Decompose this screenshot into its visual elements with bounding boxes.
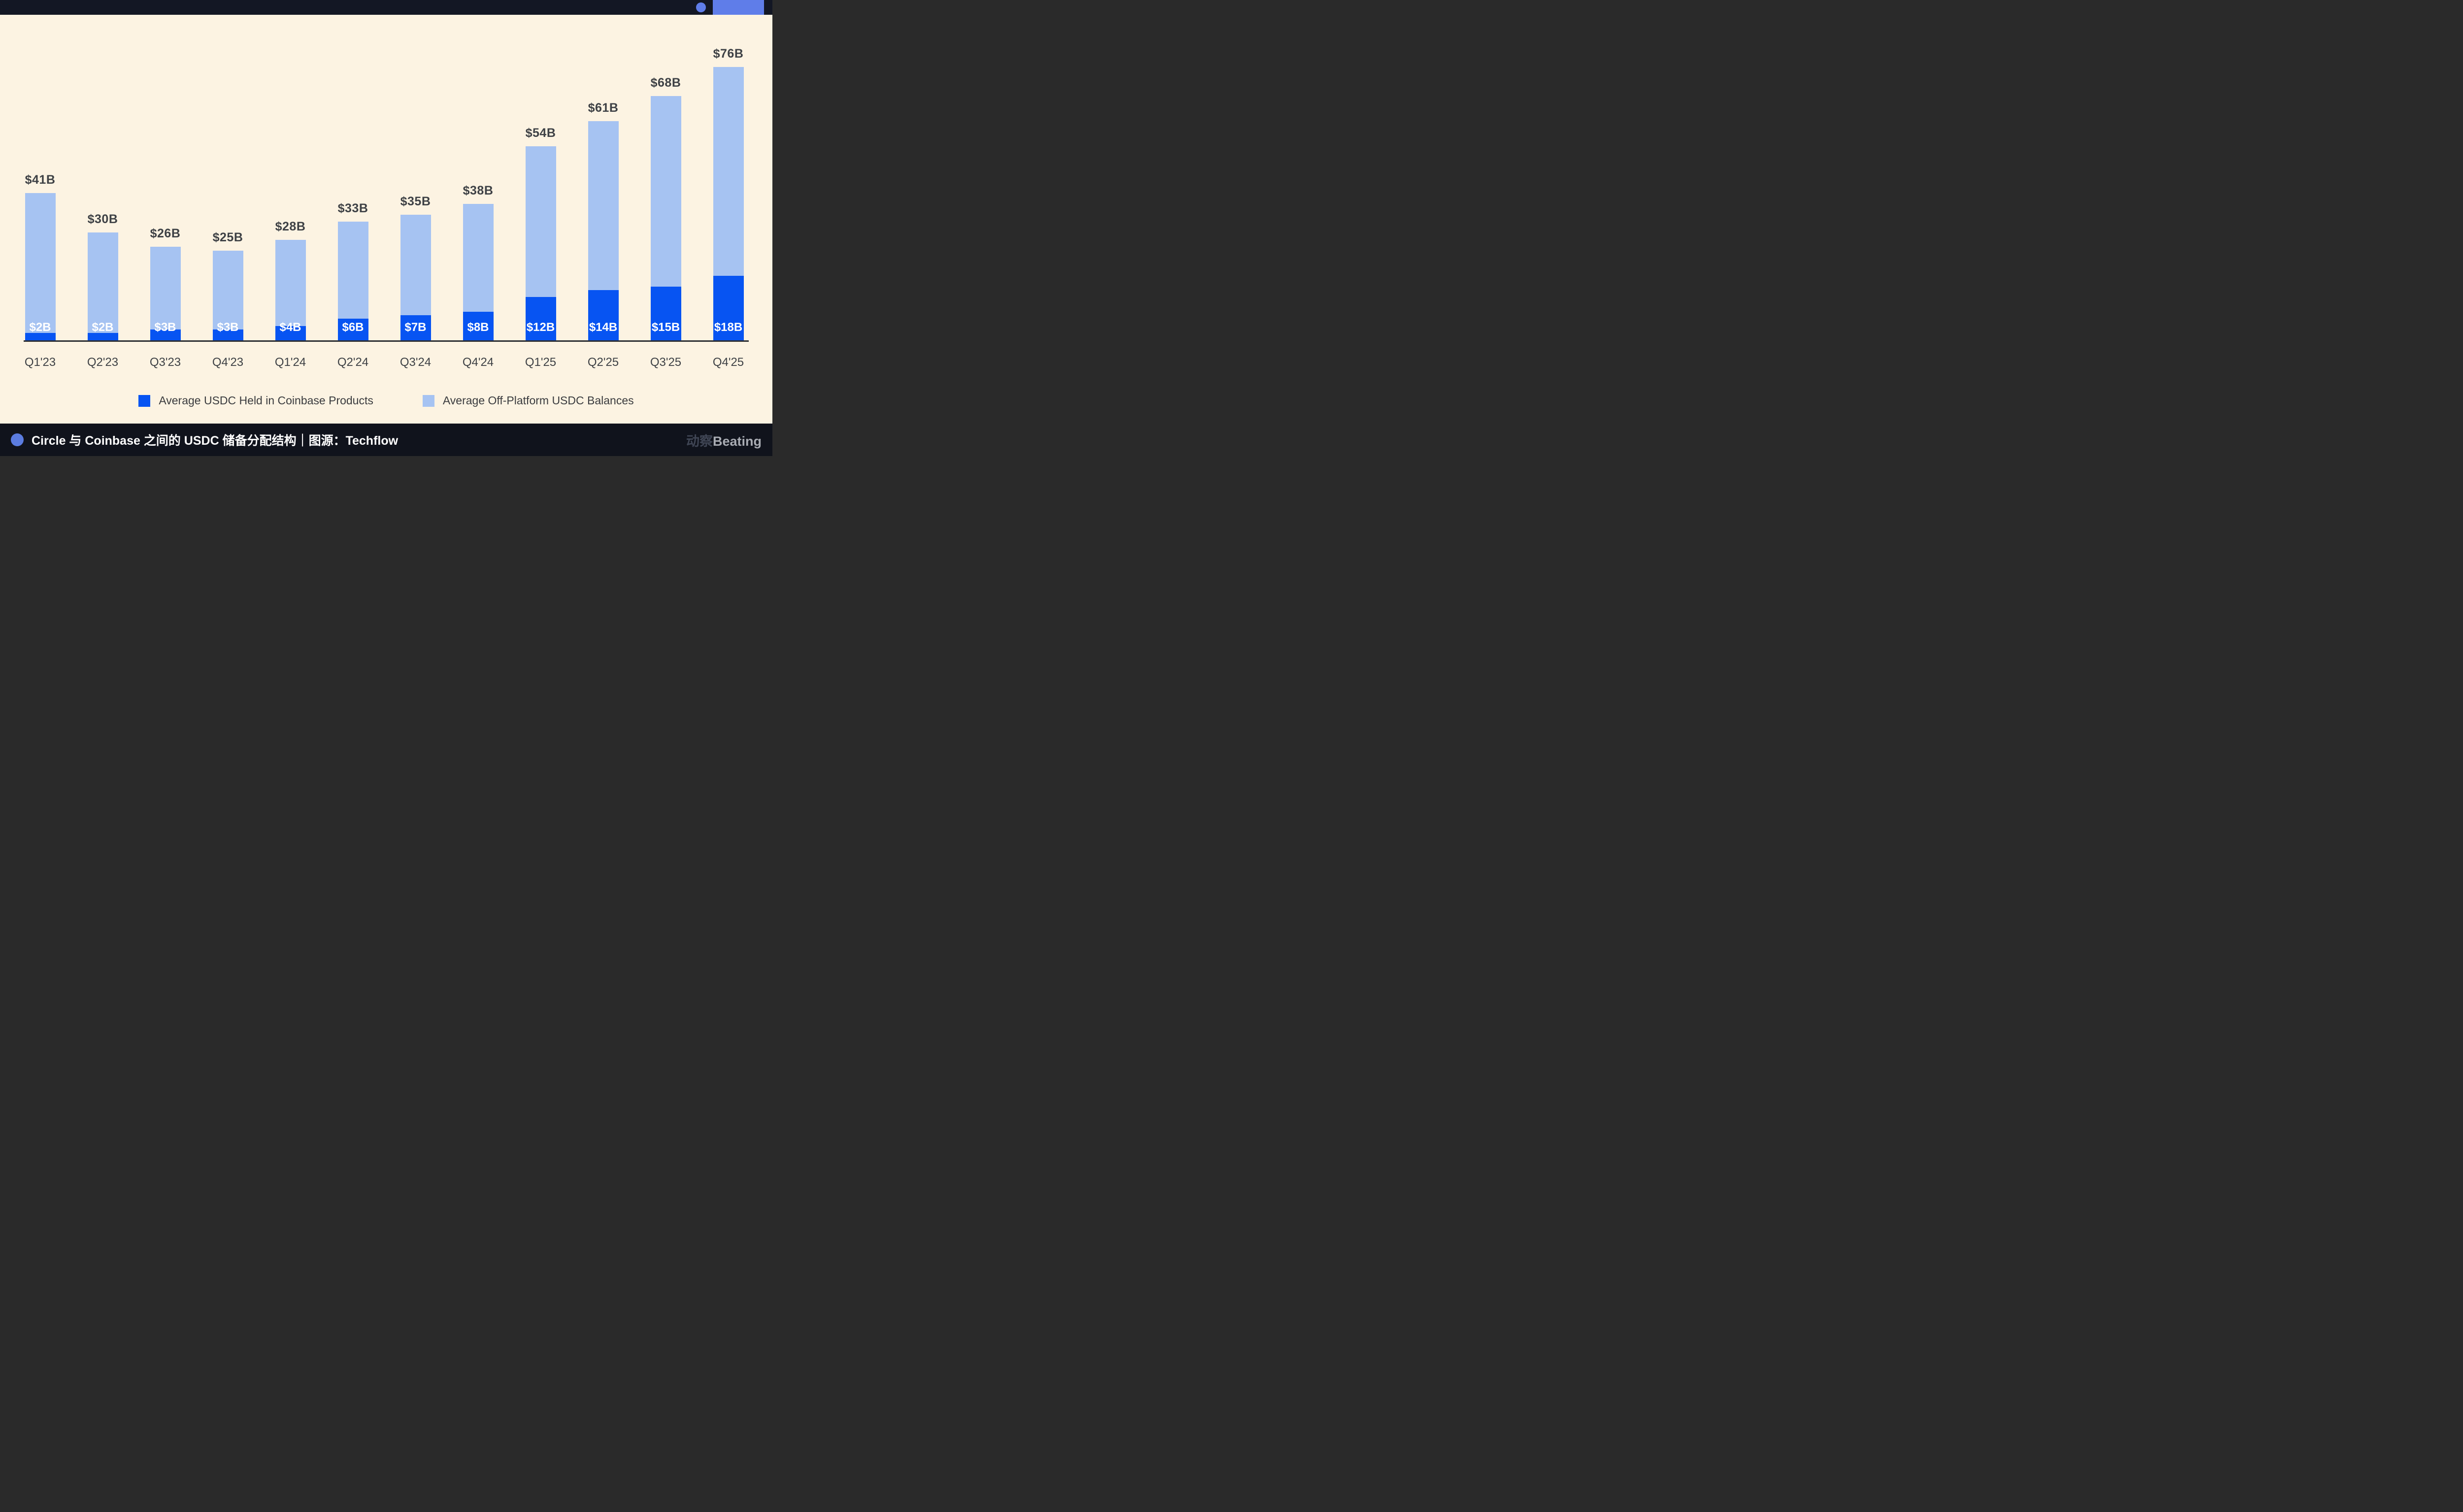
footer: Circle 与 Coinbase 之间的 USDC 储备分配结构｜图源：Tec… — [0, 424, 772, 456]
coinbase-value-label: $6B — [342, 321, 364, 334]
total-value-label: $68B — [650, 75, 681, 90]
legend: Average USDC Held in Coinbase Products A… — [0, 394, 772, 407]
x-axis-tick-label: Q1'25 — [525, 356, 557, 369]
footer-watermark: 动察Beating — [686, 430, 762, 450]
coinbase-segment — [463, 311, 494, 340]
stacked-bar: $35B $7B — [400, 195, 431, 340]
x-axis-tick-label: Q4'25 — [712, 356, 744, 369]
stacked-bar: $68B $15B — [650, 76, 681, 340]
total-value-label: $26B — [150, 227, 181, 241]
footer-title: Circle 与 Coinbase 之间的 USDC 储备分配结构｜图源：Tec… — [32, 434, 399, 448]
x-axis-tick-label: Q3'24 — [399, 356, 432, 369]
x-axis-tick-label: Q2'25 — [587, 356, 619, 369]
watermark-en: Beating — [712, 433, 762, 449]
legend-item-coinbase: Average USDC Held in Coinbase Products — [138, 394, 373, 407]
coinbase-value-label: $8B — [467, 321, 489, 334]
coinbase-value-label: $3B — [217, 321, 239, 334]
bars-row: $41B $2B $30B $2B $26B $3B $25B $3B $28B $4B $33B $… — [9, 15, 760, 340]
x-axis-tick-label: Q2'24 — [337, 356, 369, 369]
total-value-label: $61B — [588, 100, 619, 115]
bar-column-Q3'23: $26B $3B — [134, 15, 197, 340]
coinbase-segment — [275, 326, 306, 340]
coinbase-value-label: $4B — [279, 321, 301, 334]
bar-column-Q1'23: $41B $2B — [9, 15, 71, 340]
total-value-label: $25B — [212, 230, 243, 244]
stacked-bar: $61B $14B — [588, 101, 619, 340]
total-value-label: $54B — [525, 126, 556, 140]
total-value-label: $41B — [25, 172, 56, 187]
topbar-rect-decoration — [713, 0, 764, 15]
stacked-bar: $54B $12B — [525, 126, 556, 340]
footer-bullet-icon — [11, 433, 24, 446]
total-value-label: $38B — [463, 183, 494, 197]
bar-column-Q2'25: $61B $14B — [572, 15, 634, 340]
bar-column-Q2'23: $30B $2B — [71, 15, 134, 340]
coinbase-value-label: $3B — [154, 321, 176, 334]
x-axis-tick-label: Q3'25 — [650, 356, 682, 369]
stacked-bar: $25B $3B — [212, 230, 243, 340]
coinbase-value-label: $14B — [589, 321, 618, 334]
bar-column-Q1'25: $54B $12B — [509, 15, 572, 340]
coinbase-segment — [650, 286, 681, 340]
coinbase-segment — [212, 329, 243, 340]
bar-column-Q4'24: $38B $8B — [447, 15, 509, 340]
total-value-label: $76B — [713, 47, 744, 61]
coinbase-value-label: $15B — [651, 321, 680, 334]
total-value-label: $33B — [337, 201, 368, 216]
x-axis-tick-label: Q1'24 — [274, 356, 306, 369]
top-bar — [0, 0, 772, 15]
x-axis-labels-row: Q1'23 Q2'23 Q3'23 Q4'23 Q1'24 Q2'24 Q3'24 Q4'24… — [9, 356, 760, 369]
stacked-bar: $76B $18B — [713, 47, 744, 340]
infographic-page: $41B $2B $30B $2B $26B $3B $25B $3B $28B $4B $33B $… — [0, 0, 772, 456]
bar-column-Q3'25: $68B $15B — [634, 15, 697, 340]
bar-column-Q4'25: $76B $18B — [697, 15, 760, 340]
coinbase-value-label: $7B — [404, 321, 427, 334]
x-axis-tick-label: Q1'23 — [24, 356, 56, 369]
stacked-bar: $30B $2B — [87, 212, 118, 340]
legend-item-offplatform: Average Off-Platform USDC Balances — [422, 394, 634, 407]
legend-label-coinbase: Average USDC Held in Coinbase Products — [159, 394, 373, 407]
bar-column-Q2'24: $33B $6B — [322, 15, 384, 340]
watermark-cn: 动察 — [686, 433, 713, 449]
x-axis-tick-label: Q4'24 — [462, 356, 494, 369]
coinbase-value-label: $2B — [92, 321, 114, 334]
coinbase-segment — [400, 315, 431, 340]
coinbase-segment — [713, 275, 744, 340]
x-axis-line — [24, 340, 749, 342]
coinbase-value-label: $12B — [526, 321, 555, 334]
total-value-label: $35B — [400, 194, 431, 208]
coinbase-value-label: $18B — [714, 321, 743, 334]
x-axis-tick-label: Q4'23 — [212, 356, 244, 369]
legend-label-offplatform: Average Off-Platform USDC Balances — [442, 394, 634, 407]
stacked-bar: $28B $4B — [275, 220, 306, 340]
topbar-circle-decoration — [696, 2, 706, 12]
x-axis-tick-label: Q2'23 — [87, 356, 119, 369]
coinbase-segment — [525, 297, 556, 340]
coinbase-segment — [150, 329, 181, 340]
legend-swatch-offplatform — [422, 394, 434, 407]
chart-area: $41B $2B $30B $2B $26B $3B $25B $3B $28B $4B $33B $… — [0, 15, 772, 424]
coinbase-segment — [588, 290, 619, 340]
legend-swatch-coinbase — [138, 394, 151, 407]
x-axis-tick-label: Q3'23 — [149, 356, 181, 369]
coinbase-value-label: $2B — [29, 321, 51, 334]
stacked-bar: $33B $6B — [337, 201, 368, 340]
stacked-bar: $26B $3B — [150, 227, 181, 340]
total-value-label: $28B — [275, 219, 306, 233]
stacked-bar: $41B $2B — [25, 173, 56, 340]
total-value-label: $30B — [87, 212, 118, 226]
stacked-bar: $38B $8B — [463, 184, 494, 340]
bar-column-Q1'24: $28B $4B — [259, 15, 322, 340]
coinbase-segment — [25, 333, 56, 340]
coinbase-segment — [87, 333, 118, 340]
bar-column-Q4'23: $25B $3B — [197, 15, 259, 340]
coinbase-segment — [337, 319, 368, 340]
bar-column-Q3'24: $35B $7B — [384, 15, 447, 340]
